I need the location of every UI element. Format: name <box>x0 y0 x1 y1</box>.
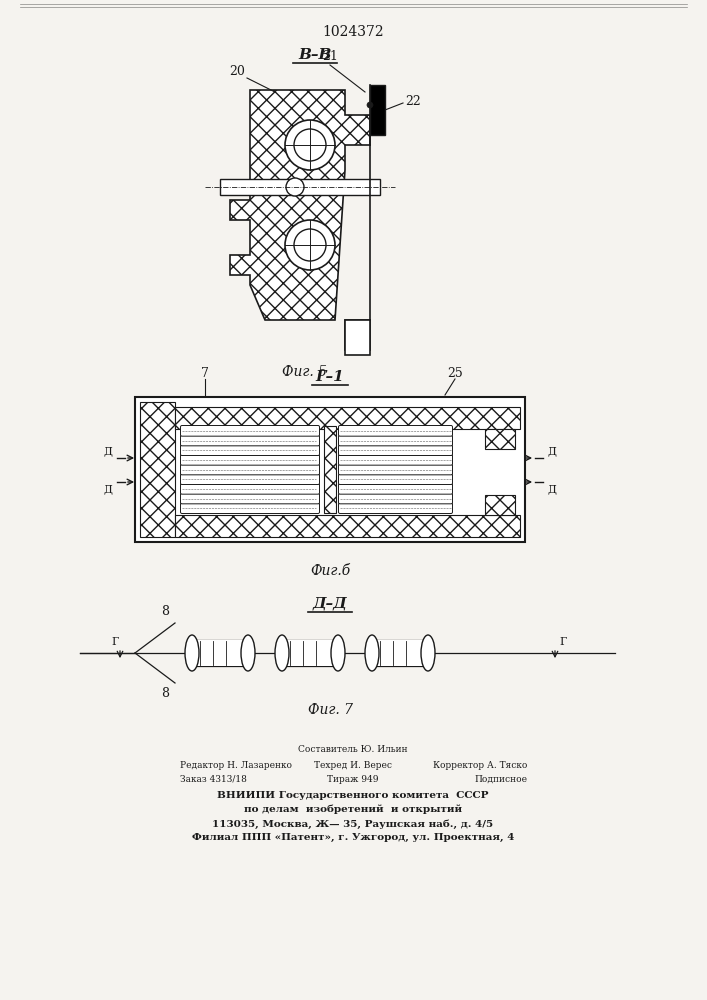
Bar <box>345 320 370 355</box>
FancyBboxPatch shape <box>339 426 452 436</box>
Bar <box>135 397 525 542</box>
Bar <box>324 426 336 513</box>
Ellipse shape <box>275 635 289 671</box>
Text: 7: 7 <box>201 367 209 380</box>
Text: Составитель Ю. Ильин: Составитель Ю. Ильин <box>298 745 408 754</box>
Ellipse shape <box>185 635 199 671</box>
Circle shape <box>285 220 335 270</box>
Ellipse shape <box>421 635 435 671</box>
Ellipse shape <box>241 635 255 671</box>
Bar <box>345 320 370 350</box>
Text: Г: Г <box>559 637 567 647</box>
Text: Д: Д <box>547 484 556 494</box>
Text: по делам  изобретений  и открытий: по делам изобретений и открытий <box>244 805 462 814</box>
Circle shape <box>367 102 373 108</box>
Text: Редактор Н. Лазаренко: Редактор Н. Лазаренко <box>180 761 292 770</box>
Bar <box>485 495 515 515</box>
FancyBboxPatch shape <box>180 454 320 465</box>
Text: Фиг. 5: Фиг. 5 <box>283 365 327 379</box>
Text: Заказ 4313/18: Заказ 4313/18 <box>180 775 247 784</box>
Text: 113035, Москва, Ж— 35, Раушская наб., д. 4/5: 113035, Москва, Ж— 35, Раушская наб., д.… <box>212 819 493 829</box>
Bar <box>370 85 385 135</box>
Text: Д–Д: Д–Д <box>312 597 347 611</box>
FancyBboxPatch shape <box>180 426 320 436</box>
Text: 22: 22 <box>405 95 421 108</box>
FancyBboxPatch shape <box>180 474 320 485</box>
FancyBboxPatch shape <box>339 454 452 465</box>
FancyBboxPatch shape <box>339 464 452 475</box>
FancyBboxPatch shape <box>339 484 452 494</box>
Circle shape <box>286 178 304 196</box>
Ellipse shape <box>331 635 345 671</box>
Bar <box>175 515 520 537</box>
Bar <box>220 179 380 195</box>
Text: Г: Г <box>111 637 119 647</box>
FancyBboxPatch shape <box>180 445 320 456</box>
Text: Фиг. 7: Фиг. 7 <box>308 703 353 717</box>
Text: Фиг.б: Фиг.б <box>310 564 350 578</box>
Bar <box>175 407 520 429</box>
Bar <box>282 640 338 666</box>
Bar <box>140 402 175 537</box>
Circle shape <box>285 120 335 170</box>
FancyBboxPatch shape <box>339 493 452 504</box>
Polygon shape <box>230 90 370 320</box>
Text: 1024372: 1024372 <box>322 25 384 39</box>
Bar <box>192 640 248 666</box>
FancyBboxPatch shape <box>180 464 320 475</box>
Text: 21: 21 <box>322 50 338 63</box>
Text: Филиал ППП «Патент», г. Ужгород, ул. Проектная, 4: Филиал ППП «Патент», г. Ужгород, ул. Про… <box>192 833 514 842</box>
Text: 20: 20 <box>229 65 245 78</box>
FancyBboxPatch shape <box>180 435 320 446</box>
FancyBboxPatch shape <box>339 474 452 485</box>
Text: Д: Д <box>547 446 556 456</box>
Text: ВНИИПИ Государственного комитета  СССР: ВНИИПИ Государственного комитета СССР <box>217 791 489 800</box>
Text: Д: Д <box>104 446 113 456</box>
Text: 25: 25 <box>447 367 463 380</box>
Ellipse shape <box>365 635 379 671</box>
Bar <box>485 429 515 449</box>
Bar <box>372 640 428 666</box>
Text: Д: Д <box>104 484 113 494</box>
FancyBboxPatch shape <box>180 484 320 494</box>
Text: B–B: B–B <box>298 48 332 62</box>
FancyBboxPatch shape <box>339 435 452 446</box>
Text: Г–1: Г–1 <box>315 370 344 384</box>
Text: Корректор А. Тяско: Корректор А. Тяско <box>433 761 527 770</box>
Text: Подписное: Подписное <box>474 775 527 784</box>
FancyBboxPatch shape <box>180 503 320 514</box>
Text: 8: 8 <box>161 687 169 700</box>
Text: 8: 8 <box>161 605 169 618</box>
Text: Техред И. Верес: Техред И. Верес <box>314 761 392 770</box>
FancyBboxPatch shape <box>339 503 452 514</box>
Text: Тираж 949: Тираж 949 <box>327 775 379 784</box>
FancyBboxPatch shape <box>180 493 320 504</box>
FancyBboxPatch shape <box>339 445 452 456</box>
